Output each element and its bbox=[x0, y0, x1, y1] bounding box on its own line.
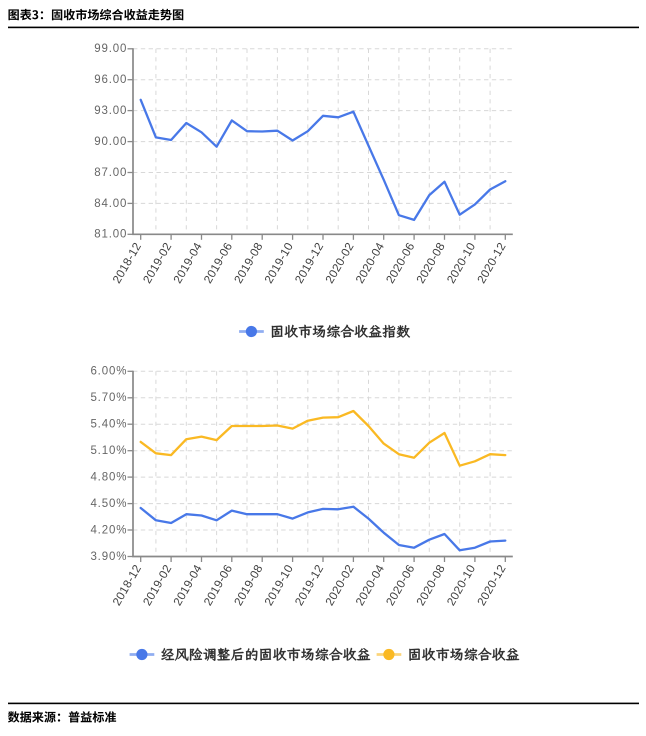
svg-text:4.20%: 4.20% bbox=[90, 524, 127, 536]
svg-text:4.80%: 4.80% bbox=[90, 472, 127, 484]
svg-text:81.00: 81.00 bbox=[94, 229, 127, 241]
svg-text:3.90%: 3.90% bbox=[90, 551, 127, 563]
svg-text:84.00: 84.00 bbox=[94, 198, 127, 210]
svg-text:5.40%: 5.40% bbox=[90, 419, 127, 431]
svg-text:4.50%: 4.50% bbox=[90, 498, 127, 510]
svg-text:87.00: 87.00 bbox=[94, 167, 127, 179]
svg-text:5.10%: 5.10% bbox=[90, 445, 127, 457]
svg-text:96.00: 96.00 bbox=[94, 74, 127, 86]
svg-text:6.00%: 6.00% bbox=[90, 366, 127, 378]
svg-text:5.70%: 5.70% bbox=[90, 392, 127, 404]
svg-text:90.00: 90.00 bbox=[94, 136, 127, 148]
svg-text:99.00: 99.00 bbox=[94, 43, 127, 55]
svg-text:93.00: 93.00 bbox=[94, 105, 127, 117]
